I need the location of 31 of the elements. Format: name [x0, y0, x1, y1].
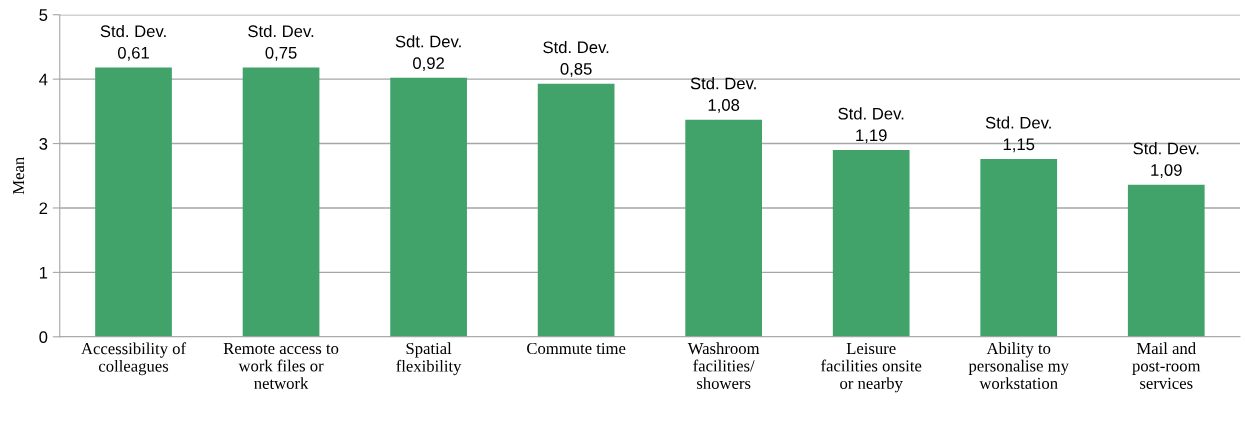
x-tick-label: Leisure facilities onsite or nearby — [821, 342, 922, 393]
y-axis-title: Mean — [13, 157, 25, 195]
bar — [832, 150, 910, 337]
annotation: Std. Dev. 1,08 — [690, 77, 756, 113]
bar — [1127, 184, 1205, 337]
x-tick-label: Spatial flexibility — [396, 342, 462, 376]
annotation: Std. Dev. 0,61 — [100, 24, 166, 61]
annotation: Std. Dev. 0,75 — [248, 24, 314, 61]
bar — [685, 119, 763, 337]
annotation: Std. Dev. 1,15 — [985, 116, 1051, 153]
x-tick-label: Commute time — [527, 342, 626, 355]
x-tick-label: Accessibility of colleagues — [81, 342, 187, 376]
y-tick-label: 4 — [39, 73, 48, 86]
bar — [980, 159, 1058, 337]
annotation: Std. Dev. 1,19 — [838, 107, 904, 144]
x-tick-label: Washroom facilities/ showers — [687, 342, 760, 389]
bar — [95, 67, 172, 337]
annotation: Std. Dev. 0,85 — [543, 40, 609, 77]
x-tick-label: Mail and post-room services — [1132, 342, 1201, 389]
x-tick-label: Remote access to work files or network — [223, 343, 339, 389]
y-tick-label: 5 — [39, 9, 48, 21]
y-tick-label: 0 — [39, 331, 48, 343]
annotation: Std. Dev. 1,09 — [1133, 142, 1199, 178]
annotation: Sdt. Dev. 0,92 — [395, 35, 461, 71]
bar — [242, 67, 320, 337]
y-tick-label: 1 — [39, 266, 48, 279]
bar — [537, 83, 615, 337]
y-tick-label: 2 — [39, 202, 48, 215]
y-tick-label: 3 — [39, 137, 48, 150]
bar — [390, 77, 467, 337]
x-tick-label: Ability to personalise my workstation — [968, 342, 1069, 390]
